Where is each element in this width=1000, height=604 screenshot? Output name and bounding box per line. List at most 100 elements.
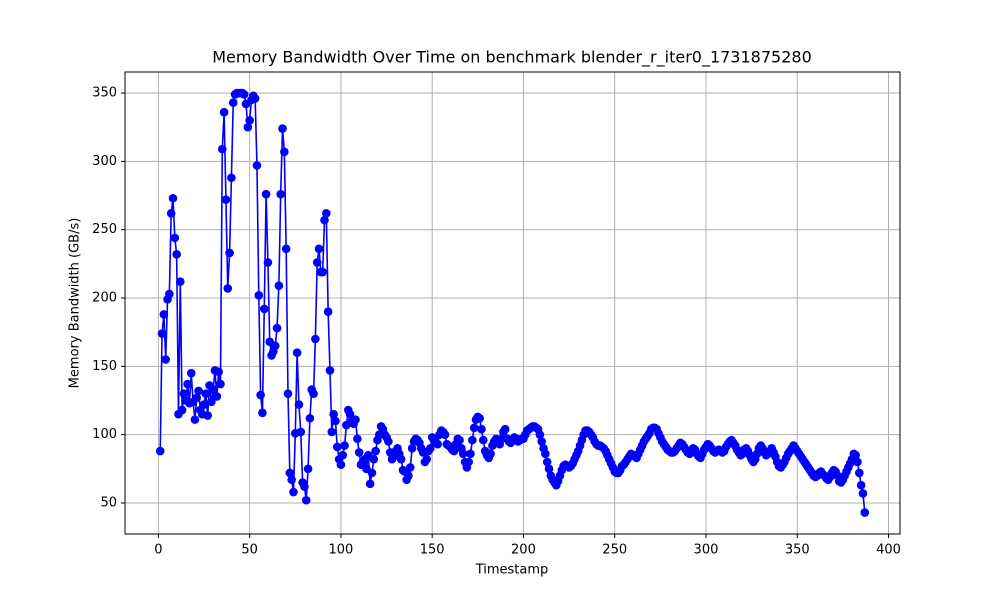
x-tick-label: 100 xyxy=(329,543,354,558)
data-point xyxy=(285,468,295,478)
data-point xyxy=(161,355,171,364)
data-point xyxy=(384,437,393,446)
data-point xyxy=(221,195,231,204)
data-point xyxy=(331,416,340,426)
data-point xyxy=(320,215,329,225)
data-point xyxy=(407,444,417,453)
y-tick-label: 100 xyxy=(92,427,117,442)
data-point xyxy=(369,454,379,464)
data-point xyxy=(192,393,202,403)
data-point xyxy=(449,446,459,456)
data-point xyxy=(183,379,192,389)
data-point xyxy=(336,460,346,470)
y-tick-label: 350 xyxy=(92,86,117,101)
data-point xyxy=(296,427,306,437)
data-point xyxy=(345,409,355,419)
data-point xyxy=(853,457,862,467)
data-point xyxy=(426,444,435,453)
data-point xyxy=(201,389,211,398)
x-tick-label: 300 xyxy=(694,543,719,558)
data-point xyxy=(351,415,360,424)
data-point xyxy=(500,424,510,434)
data-point xyxy=(405,463,415,472)
data-point xyxy=(477,424,486,434)
data-point xyxy=(303,464,313,474)
x-tick-label: 200 xyxy=(511,543,536,558)
data-point xyxy=(274,281,284,291)
data-point xyxy=(289,487,298,497)
data-point xyxy=(329,409,338,419)
data-point xyxy=(207,397,216,407)
data-point xyxy=(544,464,554,474)
data-point xyxy=(258,408,267,418)
data-point xyxy=(177,405,187,415)
data-point xyxy=(475,413,484,423)
data-point xyxy=(486,449,495,459)
data-point xyxy=(353,434,362,444)
data-point xyxy=(256,390,265,400)
data-point xyxy=(199,400,209,409)
data-point xyxy=(203,411,212,420)
data-point xyxy=(214,367,223,377)
data-point xyxy=(311,334,320,344)
data-point xyxy=(322,208,331,218)
data-point xyxy=(168,193,178,203)
data-point xyxy=(159,310,169,319)
data-point xyxy=(294,400,304,409)
data-point xyxy=(239,90,249,99)
plot-area xyxy=(155,88,870,517)
plot-frame xyxy=(124,71,901,535)
data-point xyxy=(340,441,349,450)
data-point xyxy=(367,468,377,478)
data-point xyxy=(305,413,315,423)
data-point xyxy=(283,389,293,398)
x-tick-label: 400 xyxy=(876,543,901,558)
data-point xyxy=(225,248,234,258)
data-point xyxy=(458,449,468,459)
data-point xyxy=(466,449,475,459)
y-tick-label: 300 xyxy=(92,154,117,169)
data-point xyxy=(250,94,260,103)
data-point xyxy=(245,116,254,125)
data-point xyxy=(309,389,318,398)
data-point xyxy=(455,435,464,445)
data-point xyxy=(318,267,327,277)
data-point xyxy=(212,392,222,401)
y-tick-label: 150 xyxy=(92,359,117,374)
data-point xyxy=(219,107,229,117)
data-point xyxy=(243,122,253,132)
data-point xyxy=(216,379,225,389)
grid xyxy=(125,72,900,534)
data-point xyxy=(854,468,864,478)
x-tick-label: 350 xyxy=(785,543,810,558)
data-point xyxy=(172,249,181,259)
data-point xyxy=(312,258,322,267)
data-point xyxy=(858,489,868,498)
data-point xyxy=(278,124,287,133)
data-point xyxy=(252,161,262,170)
data-point xyxy=(541,449,550,459)
data-point xyxy=(327,427,337,437)
x-tick-label: 50 xyxy=(241,543,258,558)
data-point xyxy=(468,435,477,445)
data-point xyxy=(433,439,442,449)
data-point xyxy=(440,430,450,439)
data-point xyxy=(338,450,348,460)
data-point xyxy=(537,437,547,446)
data-point xyxy=(325,366,335,375)
data-point xyxy=(170,233,180,243)
data-point xyxy=(292,348,302,357)
data-point xyxy=(217,144,227,154)
y-tick-label: 200 xyxy=(92,291,117,306)
data-point xyxy=(365,479,375,489)
data-point xyxy=(194,386,203,396)
data-point xyxy=(272,323,282,333)
data-point xyxy=(542,457,552,467)
data-point xyxy=(227,173,236,183)
x-tick-label: 150 xyxy=(420,543,445,558)
data-point xyxy=(165,289,174,299)
data-point xyxy=(851,450,860,460)
data-point xyxy=(176,277,185,286)
